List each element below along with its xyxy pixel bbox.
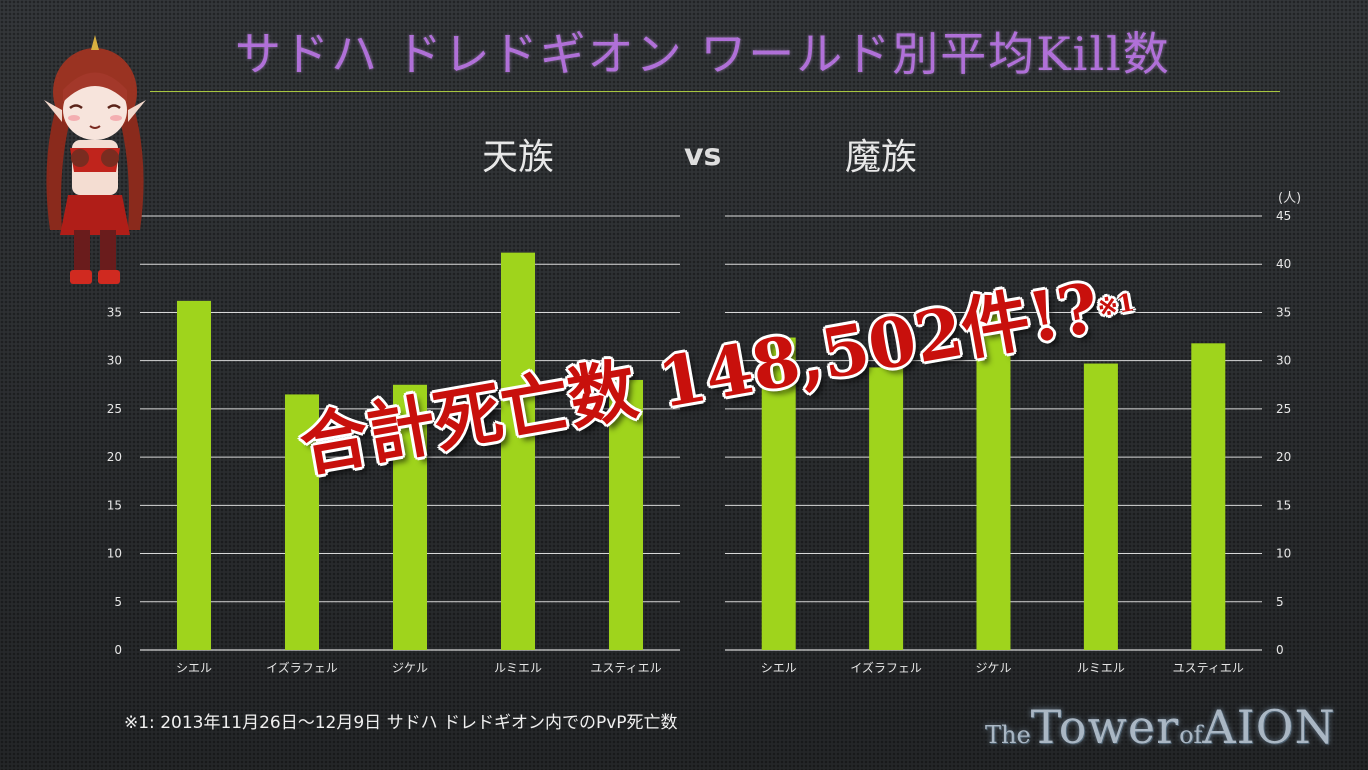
right-y-tick-label: 0 xyxy=(1276,643,1284,657)
left-category-label: イズラフェル xyxy=(266,660,338,675)
right-category-label: ユスティエル xyxy=(1173,661,1244,675)
right-y-tick-label: 40 xyxy=(1276,257,1291,271)
title-divider xyxy=(150,91,1280,92)
logo-of: of xyxy=(1179,721,1203,749)
left-bar-4 xyxy=(609,379,643,650)
left-y-tick-label: 5 xyxy=(114,595,122,609)
left-category-label: ジケル xyxy=(392,661,428,675)
right-y-tick-label: 35 xyxy=(1276,305,1291,319)
right-bar-4 xyxy=(1191,343,1226,650)
left-y-tick-label: 25 xyxy=(107,402,122,416)
right-y-tick-label: 15 xyxy=(1276,498,1291,512)
left-y-tick-label: 20 xyxy=(107,450,122,464)
left-bar-0 xyxy=(177,300,211,650)
faction-left-label: 天族 xyxy=(482,137,555,178)
right-y-tick-label: 5 xyxy=(1276,595,1284,609)
right-bar-2 xyxy=(976,301,1011,650)
left-category-label: ルミエル xyxy=(494,661,542,675)
logo-the: The xyxy=(985,721,1031,749)
left-y-tick-label: 0 xyxy=(114,643,122,657)
right-category-label: イズラフェル xyxy=(850,660,922,675)
right-category-label: ルミエル xyxy=(1077,661,1125,675)
mascot-character-image xyxy=(44,35,146,284)
logo-aion: AION xyxy=(1202,700,1336,754)
right-y-tick-label: 45 xyxy=(1276,209,1291,223)
right-bar-1 xyxy=(869,367,904,650)
faction-right-label: 魔族 xyxy=(845,137,918,178)
right-y-tick-label: 30 xyxy=(1276,354,1291,368)
right-y-tick-label: 10 xyxy=(1276,547,1291,561)
left-bar-1 xyxy=(285,394,319,650)
left-y-tick-label: 35 xyxy=(107,305,122,319)
right-category-label: シエル xyxy=(761,661,797,675)
footnote: ※1: 2013年11月26日～12月9日 サドハ ドレドギオン内でのPvP死亡… xyxy=(124,713,678,733)
right-y-tick-label: 20 xyxy=(1276,450,1291,464)
left-y-tick-label: 10 xyxy=(107,547,122,561)
left-y-tick-label: 30 xyxy=(107,354,122,368)
total-deaths-footnote-mark: ※1 xyxy=(1095,287,1137,323)
right-bar-3 xyxy=(1083,363,1118,650)
right-bar-0 xyxy=(761,337,796,650)
logo-tower: Tower xyxy=(1030,700,1180,754)
slide-title: サドハ ドレドギオン ワールド別平均Kill数 xyxy=(235,27,1171,81)
left-y-tick-label: 15 xyxy=(107,498,122,512)
left-category-label: ユスティエル xyxy=(590,661,661,675)
left-bar-3 xyxy=(501,252,535,650)
left-category-label: シエル xyxy=(176,661,212,675)
y-axis-unit-label: (人) xyxy=(1278,191,1302,206)
tower-of-aion-logo: TheTowerofAION xyxy=(985,700,1345,755)
vs-label: vs xyxy=(684,138,722,173)
right-y-tick-label: 25 xyxy=(1276,402,1291,416)
right-category-label: ジケル xyxy=(975,661,1011,675)
left-bar-2 xyxy=(393,384,427,650)
